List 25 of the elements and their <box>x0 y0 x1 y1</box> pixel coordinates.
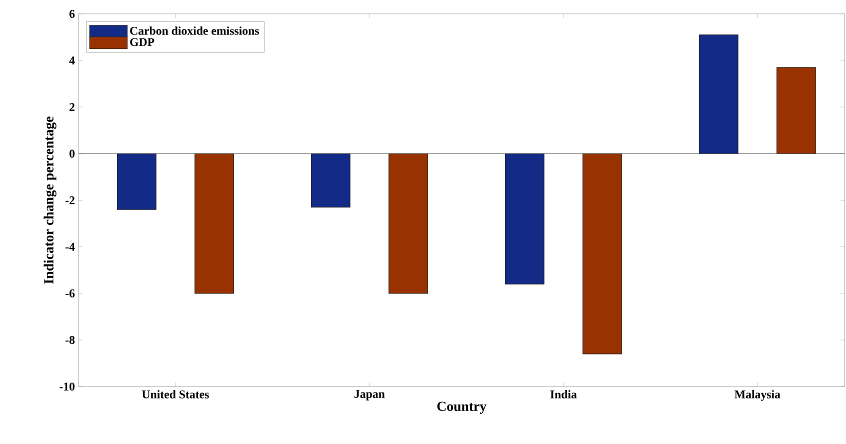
legend-label: GDP <box>130 38 154 46</box>
y-tick-label: 2 <box>70 103 74 111</box>
legend-label: Carbon dioxide emissions <box>130 26 259 35</box>
y-tick-label: -6 <box>66 289 75 298</box>
bar <box>194 153 234 294</box>
y-tick-label: -8 <box>66 336 75 344</box>
y-tick-label: -2 <box>66 196 74 204</box>
x-tick-label: India <box>550 390 577 398</box>
y-tick-label: 4 <box>69 56 75 64</box>
x-tick-label: Malaysia <box>734 390 780 401</box>
x-axis-title: Country <box>437 402 486 414</box>
y-axis-title: Indicator change percentage <box>44 116 56 284</box>
bar <box>776 67 816 154</box>
bar <box>582 153 622 354</box>
bar <box>116 153 156 210</box>
bar <box>504 153 544 284</box>
y-tick-label: -4 <box>66 242 75 251</box>
x-tick-label: United States <box>142 390 209 398</box>
bar <box>388 153 428 294</box>
bar <box>698 34 738 154</box>
bar <box>310 153 350 208</box>
y-tick-label: 6 <box>69 10 75 18</box>
y-tick-label: 0 <box>70 150 75 158</box>
y-tick-label: -10 <box>60 382 75 391</box>
x-tick-label: Japan <box>354 390 385 400</box>
